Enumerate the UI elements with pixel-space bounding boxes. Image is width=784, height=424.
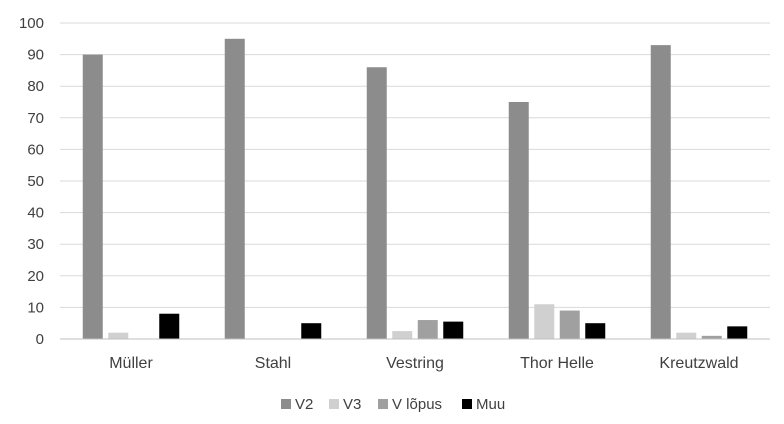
legend-label: Muu [476,396,505,413]
y-axis-ticks: 0 10 20 30 40 50 60 70 80 90 100 [19,15,44,348]
y-tick-label: 20 [27,268,44,285]
legend-swatch [329,399,339,409]
x-category-label: Vestring [386,355,444,372]
y-tick-label: 0 [36,331,44,348]
y-tick-label: 80 [27,78,44,95]
bar-v2-4 [650,45,671,340]
y-tick-label: 40 [27,205,44,222]
y-tick-label: 90 [27,47,44,64]
legend-label: V lõpus [392,396,442,413]
y-tick-label: 10 [27,299,44,316]
bar-v2-3 [508,102,529,339]
y-tick-label: 60 [27,141,44,158]
bar-muu-4 [727,326,748,339]
legend-swatch [281,399,291,409]
y-tick-label: 30 [27,236,44,253]
bar-v2-0 [82,54,103,339]
bar-v-lõpus-2 [417,320,438,339]
x-category-label: Stahl [255,355,291,372]
bars [82,38,748,340]
y-tick-label: 50 [27,173,44,190]
y-tick-label: 100 [19,15,44,32]
bar-v2-1 [224,38,245,340]
gridlines [60,22,770,308]
bar-v3-2 [392,331,413,339]
bar-muu-2 [443,321,464,339]
x-category-label: Thor Helle [520,355,594,372]
legend-label: V2 [295,396,313,413]
bar-v3-3 [534,304,555,339]
bar-v-lõpus-4 [701,335,722,339]
y-tick-label: 70 [27,110,44,127]
bar-muu-3 [585,323,606,339]
x-category-label: Kreutzwald [659,355,738,372]
legend-swatch [378,399,388,409]
bar-v2-2 [366,67,387,340]
bar-muu-1 [301,323,322,339]
bar-muu-0 [159,313,180,339]
legend: V2 V3 V lõpus Muu [281,396,505,413]
legend-label: V3 [343,396,361,413]
x-category-label: Müller [109,355,153,372]
bar-v3-4 [676,332,697,339]
bar-v-lõpus-3 [559,310,580,339]
bar-v3-0 [108,332,129,339]
x-axis-categories: Müller Stahl Vestring Thor Helle Kreutzwald [109,355,738,372]
legend-swatch [462,399,472,409]
